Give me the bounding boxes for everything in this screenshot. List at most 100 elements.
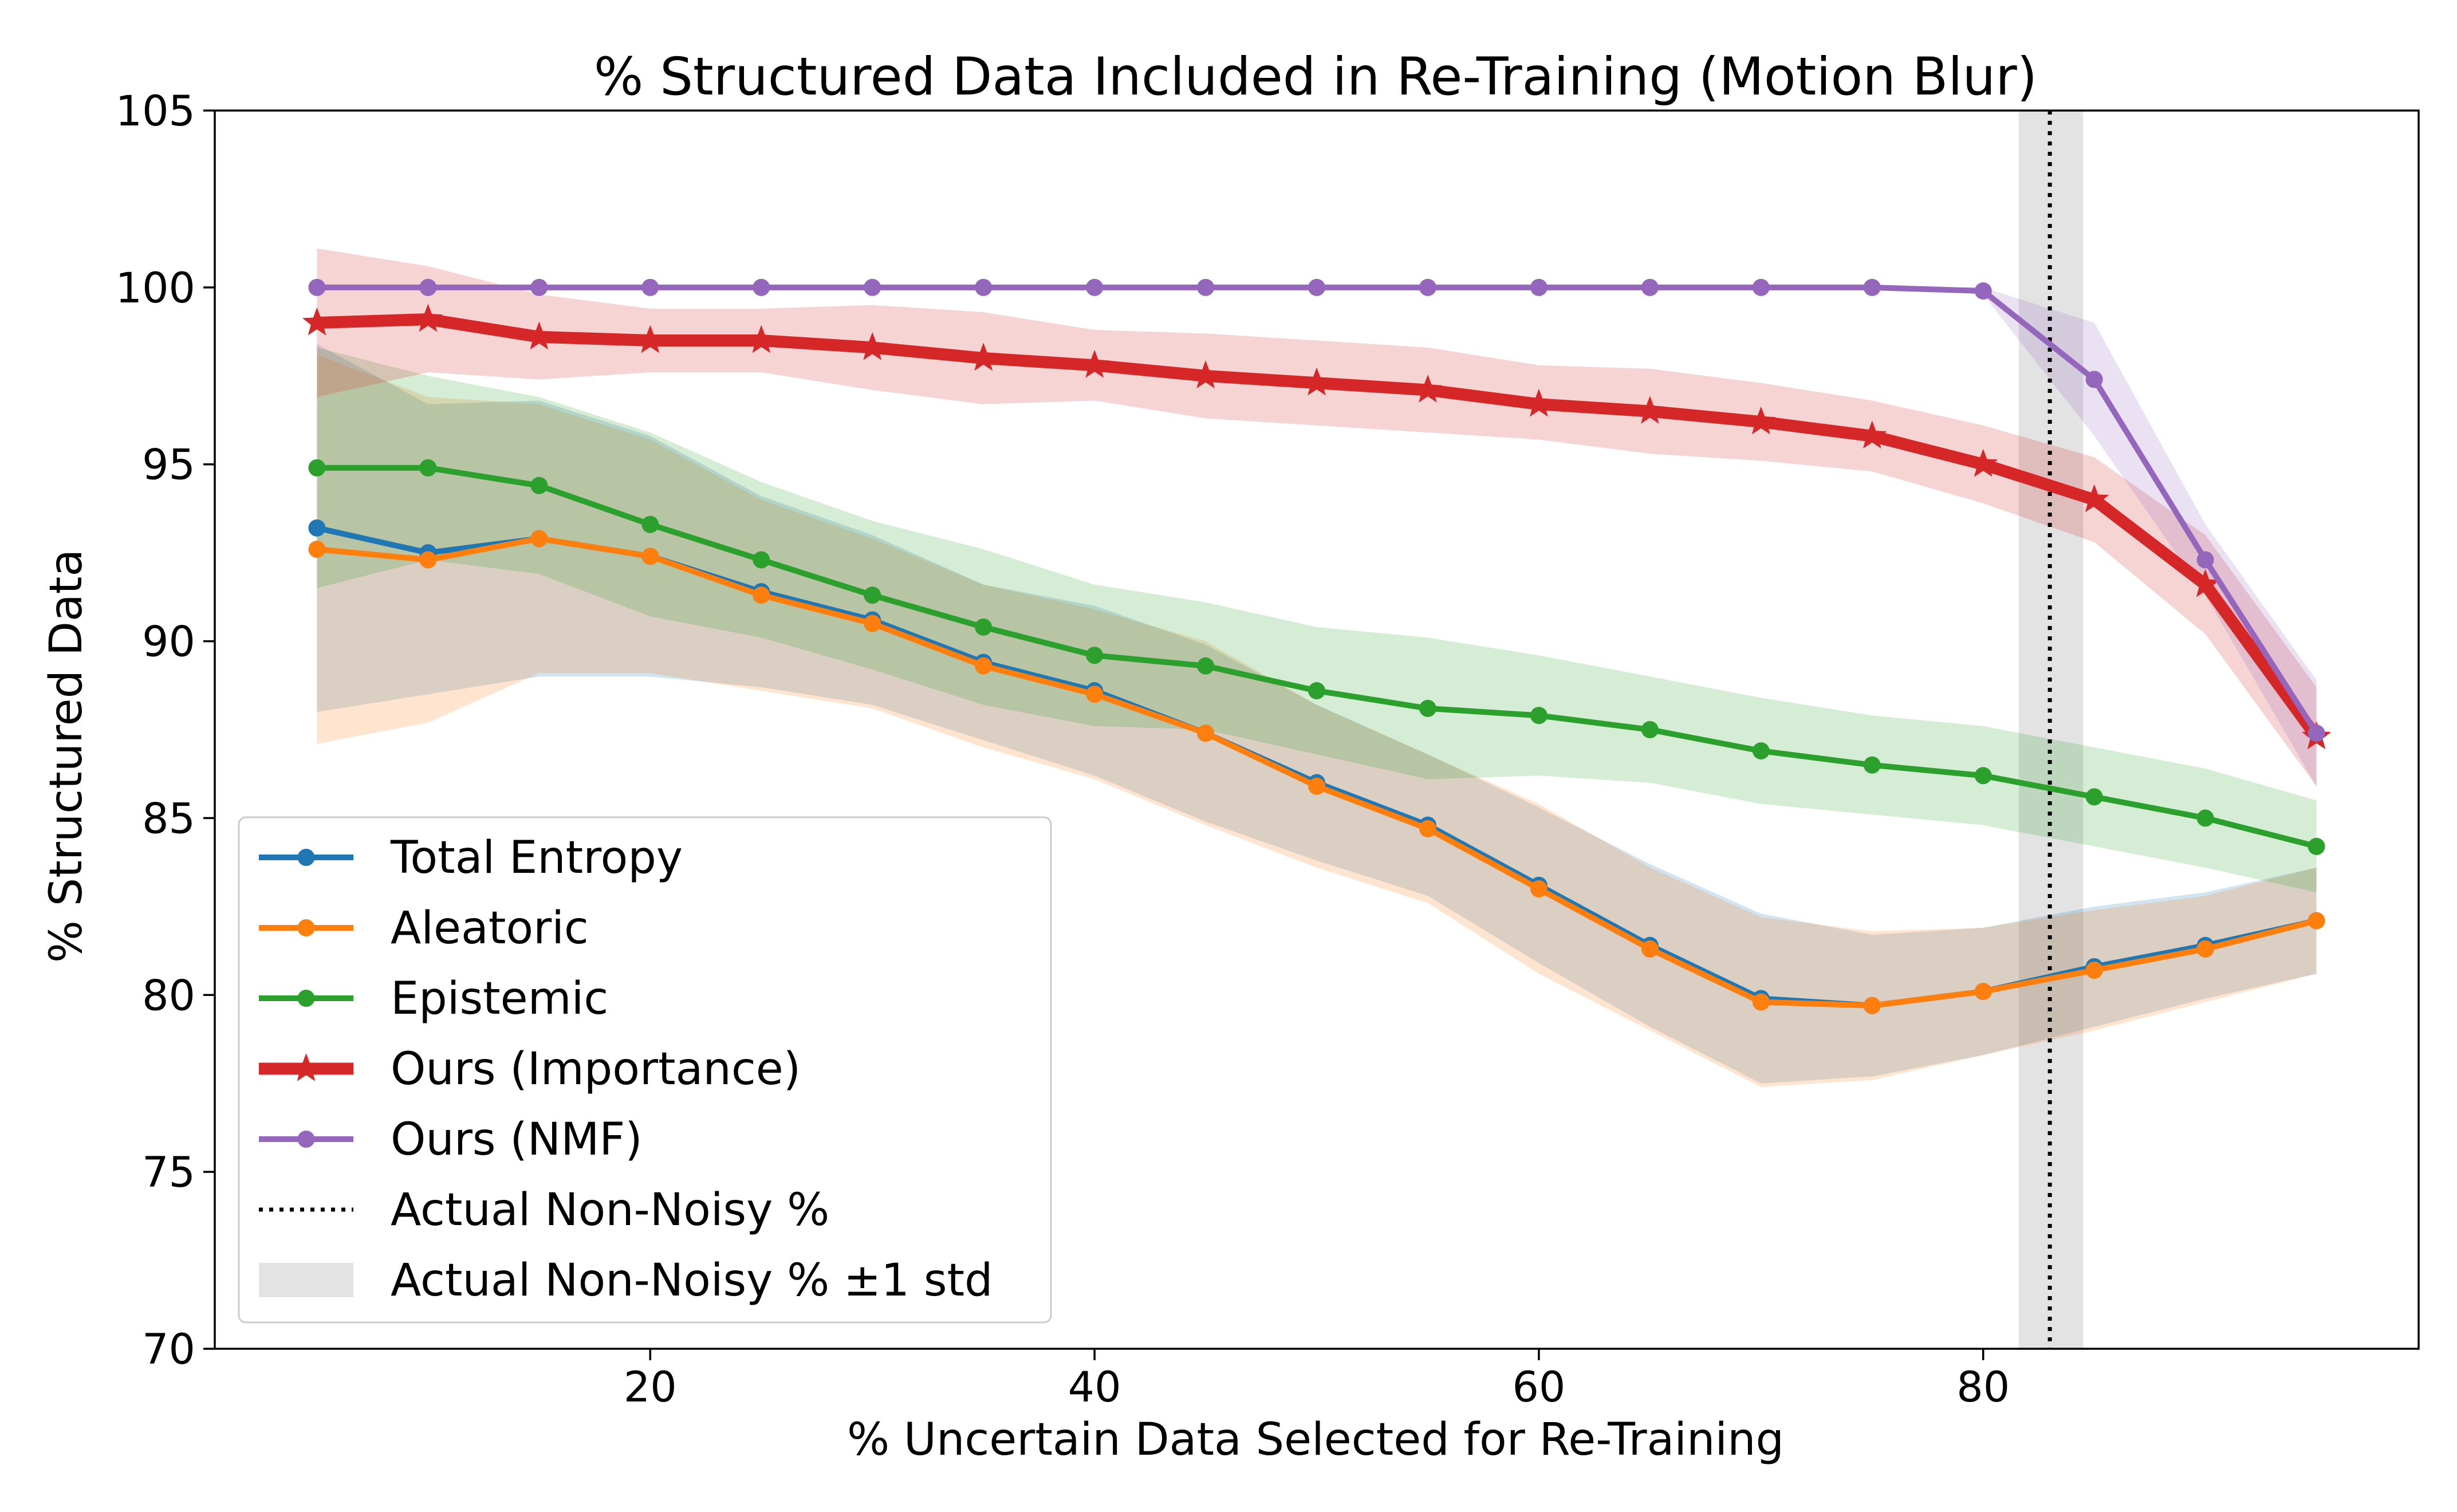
legend-label: Total Entropy xyxy=(390,832,683,884)
data-point xyxy=(1641,940,1659,958)
band-aleatoric xyxy=(317,355,2317,1087)
y-tick-label: 95 xyxy=(142,441,195,490)
legend-label: Aleatoric xyxy=(391,903,589,954)
legend-item-total-entropy: Total Entropy xyxy=(259,832,683,884)
data-point xyxy=(530,530,548,548)
legend-item-ours-nmf: Ours (NMF) xyxy=(259,1114,643,1166)
data-point xyxy=(857,332,887,360)
x-tick-label: 60 xyxy=(1512,1363,1565,1412)
data-point xyxy=(1197,278,1215,296)
legend-item-aleatoric: Aleatoric xyxy=(259,903,589,954)
y-tick-label: 80 xyxy=(142,971,195,1020)
data-point xyxy=(2085,962,2103,979)
data-point xyxy=(2196,940,2214,958)
data-point xyxy=(524,321,554,350)
data-point xyxy=(2085,788,2103,806)
data-point xyxy=(975,278,993,296)
data-point xyxy=(1302,367,1332,396)
legend-label: Ours (Importance) xyxy=(391,1044,801,1095)
data-point xyxy=(530,477,548,494)
legend-marker xyxy=(297,990,315,1007)
legend-label: Epistemic xyxy=(391,973,608,1025)
data-point xyxy=(1308,777,1325,795)
data-point xyxy=(1863,756,1881,774)
data-point xyxy=(1086,686,1104,703)
y-axis-label: % Structured Data xyxy=(41,549,92,963)
axes-frame xyxy=(214,109,2420,1350)
data-point xyxy=(1419,820,1436,837)
data-point xyxy=(1308,682,1325,700)
data-point xyxy=(2196,551,2214,569)
data-point xyxy=(1752,993,1770,1011)
y-tick-label: 90 xyxy=(142,618,195,667)
data-point xyxy=(1641,721,1659,738)
y-tick-label: 75 xyxy=(142,1148,195,1197)
data-point xyxy=(1968,448,1998,477)
data-point xyxy=(1863,997,1881,1014)
y-tick-label: 85 xyxy=(142,794,195,843)
data-point xyxy=(308,540,326,558)
data-point xyxy=(864,278,881,296)
data-point xyxy=(1086,278,1104,296)
legend-item-actual-non-noisy: Actual Non-Noisy % xyxy=(259,1184,829,1236)
series-ours-importance xyxy=(302,304,2332,750)
data-point xyxy=(1419,278,1436,296)
data-point xyxy=(419,278,437,296)
band-total-entropy xyxy=(317,344,2317,1084)
data-point xyxy=(1530,880,1548,897)
data-point xyxy=(753,278,770,296)
legend: Total Entropy Aleatoric Epistemic Ours (Imp… xyxy=(238,816,1052,1324)
x-axis-label: % Uncertain Data Selected for Re-Trainin… xyxy=(847,1414,1784,1466)
series-aleatoric xyxy=(308,530,2325,1014)
data-point xyxy=(1752,742,1770,760)
y-tick-label: 100 xyxy=(116,264,195,313)
data-point xyxy=(753,551,770,569)
data-point xyxy=(1413,375,1443,403)
data-point xyxy=(968,342,998,371)
data-point xyxy=(302,307,332,336)
legend-item-actual-non-noisy-1-std: Actual Non-Noisy % ±1 std xyxy=(259,1255,993,1306)
data-point xyxy=(1752,278,1770,296)
data-point xyxy=(746,325,776,353)
x-tick-label: 40 xyxy=(1068,1363,1121,1412)
band-ours-importance xyxy=(317,248,2317,786)
data-point xyxy=(864,615,881,632)
data-point xyxy=(308,459,326,477)
legend-label: Actual Non-Noisy % xyxy=(391,1184,829,1236)
legend-item-epistemic: Epistemic xyxy=(259,973,608,1025)
legend-marker xyxy=(297,1131,315,1148)
data-point xyxy=(641,548,659,565)
data-point xyxy=(1524,388,1554,417)
legend-marker xyxy=(297,849,315,866)
legend-box xyxy=(238,816,1052,1324)
data-point xyxy=(635,325,665,353)
data-point xyxy=(1746,406,1776,435)
data-point xyxy=(1863,278,1881,296)
data-point xyxy=(1080,349,1109,378)
data-point xyxy=(1974,282,1992,300)
data-point xyxy=(1974,767,1992,785)
data-point xyxy=(308,278,326,296)
data-point xyxy=(1530,278,1548,296)
data-point xyxy=(1197,657,1215,675)
data-point xyxy=(308,519,326,537)
data-point xyxy=(1197,724,1215,742)
data-point xyxy=(530,278,548,296)
data-point xyxy=(2190,569,2220,597)
data-point xyxy=(2308,837,2325,855)
data-point xyxy=(975,618,993,636)
legend-label: Actual Non-Noisy % ±1 std xyxy=(391,1255,993,1306)
data-point xyxy=(2308,724,2325,742)
series-ours-nmf xyxy=(308,278,2325,742)
legend-swatch xyxy=(259,1263,353,1297)
legend-marker xyxy=(291,1053,321,1081)
y-tick-label: 70 xyxy=(142,1325,195,1374)
data-point xyxy=(1191,360,1220,389)
data-point xyxy=(641,515,659,533)
chart-title: % Structured Data Included in Re-Trainin… xyxy=(594,47,2037,107)
data-point xyxy=(1635,396,1665,424)
axis-ticks: 20 40 60 80 70 75 80 85 90 95 100 105 xyxy=(116,87,2010,1412)
data-point xyxy=(2080,484,2109,513)
